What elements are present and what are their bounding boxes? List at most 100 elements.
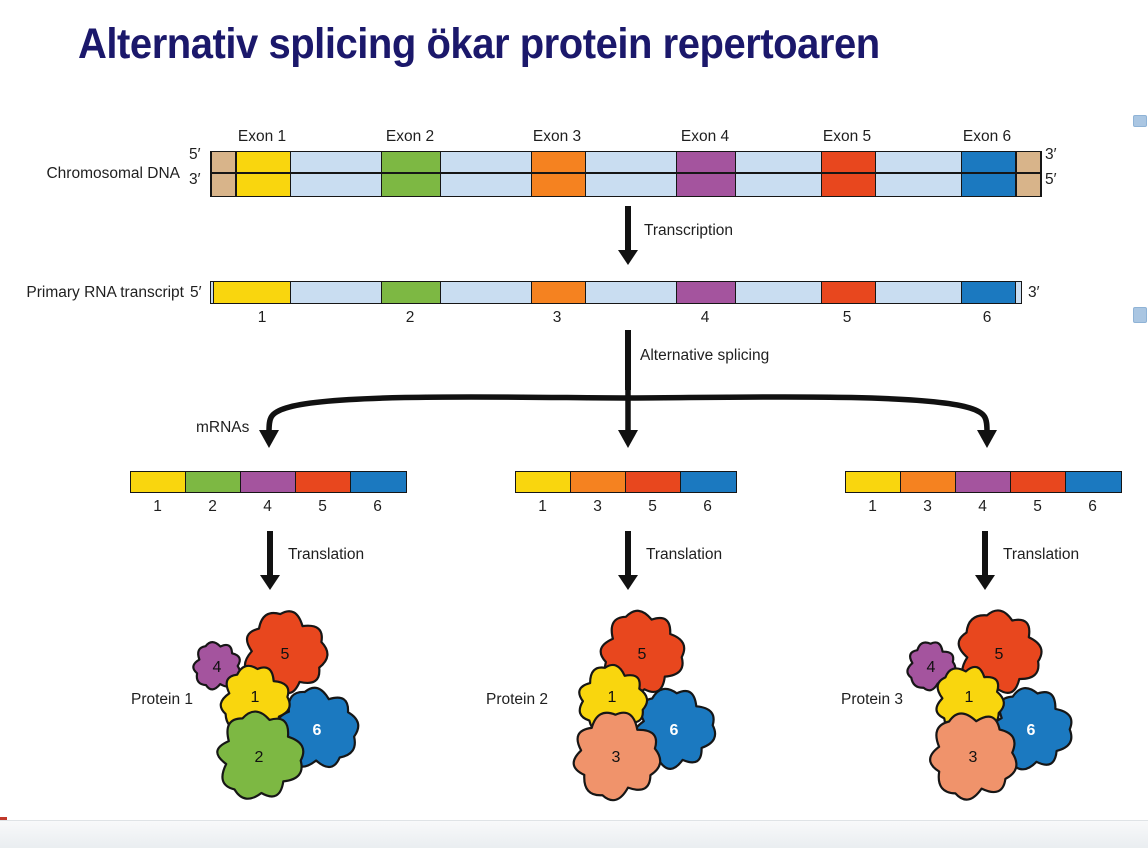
mrna-3-exon-number-1: 1 (868, 498, 877, 515)
protein-subunit-number-5: 5 (281, 646, 290, 663)
mrna-3-numbers: 1 3 4 5 6 (845, 498, 1122, 516)
exon-6-label: Exon 6 (962, 128, 1012, 145)
protein-1-label: Protein 1 (131, 691, 194, 708)
rna-exon-5 (821, 282, 876, 303)
protein-subunit-number-6: 6 (670, 722, 679, 739)
dna-end-cap-right (1016, 152, 1041, 196)
mrna-2-exon-number-5: 5 (648, 498, 657, 515)
mrna-2-exon-number-3: 3 (593, 498, 602, 515)
mrna-3-exon-number-4: 4 (978, 498, 987, 515)
protein-subunit-number-4: 4 (213, 659, 222, 676)
mrna-1-exon-1 (131, 472, 186, 492)
translation-label-2: Translation (646, 546, 723, 563)
mrna-2: 1 3 5 6 (515, 471, 737, 516)
mrna-2-exon-5 (626, 472, 681, 492)
protein-subunit-number-3: 3 (969, 749, 978, 766)
mrna-3-exon-number-5: 5 (1033, 498, 1042, 515)
rna-exon-1 (213, 282, 291, 303)
rna-exon-2 (381, 282, 441, 303)
rna-exon-number-3: 3 (552, 309, 562, 326)
mrna-3-bar (845, 471, 1122, 493)
rna-row-label: Primary RNA transcript (26, 284, 184, 301)
mrna-1-exon-4 (241, 472, 296, 492)
translation-arrow-3 (982, 531, 988, 577)
dna-exon-5 (821, 152, 876, 196)
protein-1-structure: 4 6 5 1 2 (192, 610, 360, 800)
mrna-1-exon-6 (351, 472, 406, 492)
translation-arrowhead-3-icon (975, 575, 995, 590)
mrna-2-exon-6 (681, 472, 736, 492)
protein-2-structure: 6 5 1 3 (572, 609, 717, 802)
mrna-1-exon-number-5: 5 (318, 498, 327, 515)
rna-exon-4 (676, 282, 736, 303)
scrollbar-fragment-bottom[interactable] (1133, 307, 1147, 323)
rna-3prime-label: 3′ (1028, 284, 1040, 301)
dna-exon-6 (961, 152, 1016, 196)
protein-subunit-number-2: 2 (255, 749, 264, 766)
protein-subunit-number-1: 1 (965, 689, 974, 706)
mrnas-label: mRNAs (196, 419, 250, 436)
rna-exon-number-4: 4 (700, 309, 710, 326)
protein-subunit-number-6: 6 (313, 722, 322, 739)
transcription-arrowhead-icon (618, 250, 638, 265)
mrna-2-exon-number-1: 1 (538, 498, 547, 515)
mrna-3: 1 3 4 5 6 (845, 471, 1122, 516)
dna-exon-4 (676, 152, 736, 196)
mrna-3-exon-6 (1066, 472, 1121, 492)
dna-row-label: Chromosomal DNA (46, 165, 180, 182)
dna-strand-divider (211, 172, 1041, 174)
mrna-1-exon-number-2: 2 (208, 498, 217, 515)
translation-arrow-2 (625, 531, 631, 577)
mrna-1-exon-5 (296, 472, 351, 492)
mrna-1-exon-number-1: 1 (153, 498, 162, 515)
translation-arrow-1 (267, 531, 273, 577)
branch-right-arrow (625, 394, 990, 435)
translation-label-1: Translation (288, 546, 365, 563)
exon-4-label: Exon 4 (680, 128, 730, 145)
transcription-arrow (625, 206, 631, 252)
branch-left-arrow (266, 394, 631, 435)
mrna-3-exon-4 (956, 472, 1011, 492)
dna-exon-3 (531, 152, 586, 196)
translation-arrowhead-1-icon (260, 575, 280, 590)
protein-subunit-number-4: 4 (927, 659, 936, 676)
exon-1-label: Exon 1 (237, 128, 287, 145)
branch-center-arrowhead-icon (618, 430, 638, 448)
edge-artifact-red (0, 817, 7, 821)
exon-3-label: Exon 3 (532, 128, 582, 145)
mrna-3-exon-3 (901, 472, 956, 492)
dna-exon-1 (236, 152, 291, 196)
mrna-1: 1 2 4 5 6 (130, 471, 407, 516)
mrna-1-exon-2 (186, 472, 241, 492)
protein-2-label: Protein 2 (486, 691, 549, 708)
exon-2-label: Exon 2 (385, 128, 435, 145)
transcription-label: Transcription (644, 222, 734, 239)
rna-exon-3 (531, 282, 586, 303)
branch-left-arrowhead-icon (259, 430, 279, 448)
translation-arrowhead-2-icon (618, 575, 638, 590)
protein-subunit-number-1: 1 (608, 689, 617, 706)
dna-3prime-right-label: 3′ (1045, 146, 1057, 163)
mrna-3-exon-1 (846, 472, 901, 492)
mrna-1-exon-number-4: 4 (263, 498, 272, 515)
mrna-1-bar (130, 471, 407, 493)
mrna-2-bar (515, 471, 737, 493)
rna-5prime-label: 5′ (190, 284, 202, 301)
dna-5prime-right-label: 5′ (1045, 171, 1057, 188)
dna-exon-2 (381, 152, 441, 196)
rna-exon-number-1: 1 (257, 309, 267, 326)
mrna-1-numbers: 1 2 4 5 6 (130, 498, 407, 516)
mrna-2-numbers: 1 3 5 6 (515, 498, 737, 516)
mrna-2-exon-number-6: 6 (703, 498, 712, 515)
bottom-chrome-band (0, 820, 1148, 848)
protein-subunit-number-5: 5 (995, 646, 1004, 663)
protein-subunit-number-1: 1 (251, 689, 260, 706)
translation-label-3: Translation (1003, 546, 1080, 563)
protein-subunit-number-3: 3 (612, 749, 621, 766)
rna-exon-number-5: 5 (842, 309, 852, 326)
scrollbar-fragment-top[interactable] (1133, 115, 1147, 127)
protein-3-label: Protein 3 (841, 691, 904, 708)
rna-exon-number-6: 6 (982, 309, 992, 326)
protein-subunit-number-6: 6 (1027, 722, 1036, 739)
